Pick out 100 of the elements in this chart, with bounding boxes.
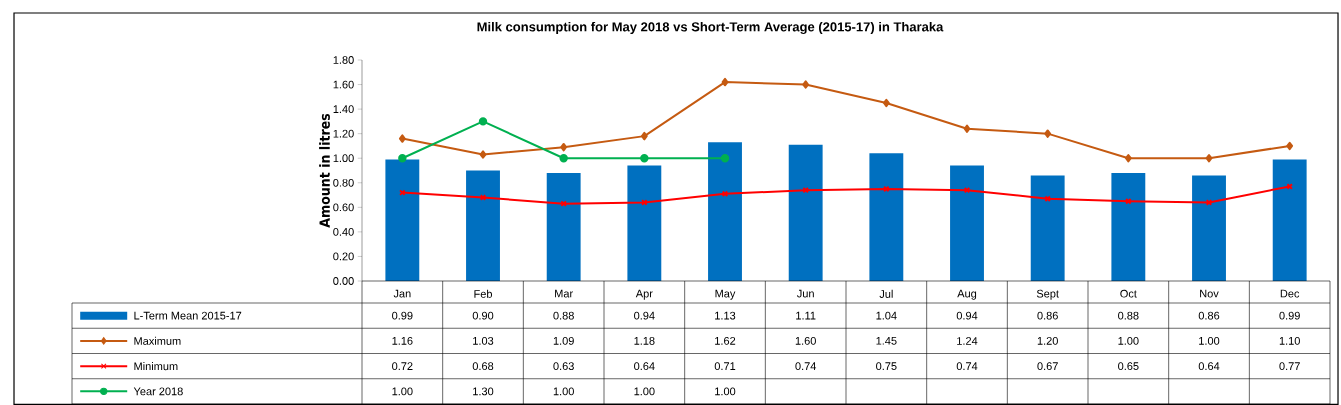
data-label: 0.72 xyxy=(392,362,413,371)
data-label: 0.64 xyxy=(634,362,655,371)
x-tick-label: Nov xyxy=(1200,289,1219,298)
x-tick-label: Mar xyxy=(555,289,573,298)
data-label: 0.88 xyxy=(553,311,574,320)
chart-title: Milk consumption for May 2018 vs Short-Term Average (2015-17) in Tharaka xyxy=(477,21,944,35)
bar xyxy=(466,170,500,281)
data-label: 0.86 xyxy=(1037,311,1058,320)
y-tick-label: 0.00 xyxy=(333,277,354,285)
y-tick-label: 0.80 xyxy=(333,178,354,187)
data-label: 0.77 xyxy=(1279,362,1300,371)
data-label: 0.65 xyxy=(1118,362,1139,371)
data-label: 0.75 xyxy=(876,362,897,371)
data-label: 0.74 xyxy=(795,362,817,371)
point xyxy=(1124,154,1132,163)
bar xyxy=(869,153,904,281)
point xyxy=(720,154,730,163)
point xyxy=(398,154,407,163)
data-label: 0.68 xyxy=(472,362,494,371)
data-label: 1.00 xyxy=(1199,336,1220,345)
data-label: 0.99 xyxy=(392,311,413,320)
y-tick-label: 1.80 xyxy=(333,56,354,64)
bar xyxy=(1111,172,1146,281)
point xyxy=(1286,141,1294,151)
data-label: 0.94 xyxy=(634,311,655,320)
point xyxy=(721,190,729,198)
point xyxy=(721,77,729,87)
data-label: 0.71 xyxy=(714,362,736,371)
data-label: 1.00 xyxy=(715,387,736,396)
data-label: 1.30 xyxy=(473,387,494,396)
point xyxy=(1044,129,1052,138)
data-label: 1.18 xyxy=(634,336,655,345)
x-tick-label: Aug xyxy=(957,289,977,300)
point xyxy=(963,124,971,133)
legend-label: L-Term Mean 2015-17 xyxy=(134,311,242,320)
x-tick-label: Jul xyxy=(879,289,893,298)
point xyxy=(478,117,488,126)
y-tick-label: 1.20 xyxy=(333,129,354,138)
bar xyxy=(788,144,823,281)
data-label: 0.94 xyxy=(956,311,978,320)
x-tick-label: Jan xyxy=(393,289,411,298)
data-label: 0.99 xyxy=(1279,311,1300,320)
data-label: 0.74 xyxy=(956,362,978,371)
data-label: 1.45 xyxy=(876,337,897,345)
data-label: 1.16 xyxy=(392,336,413,345)
bar xyxy=(546,172,581,281)
point xyxy=(398,134,406,143)
data-label: 1.24 xyxy=(957,337,978,345)
data-label: 1.00 xyxy=(392,387,413,396)
data-label: 1.00 xyxy=(1118,336,1139,345)
y-axis-title: Amount in litres xyxy=(319,113,330,228)
data-label: 0.88 xyxy=(1118,311,1139,320)
bar xyxy=(1192,175,1226,281)
data-label: 1.13 xyxy=(715,311,736,320)
x-tick-label: Oct xyxy=(1120,289,1137,298)
data-label: 0.90 xyxy=(472,311,494,320)
point xyxy=(559,154,568,163)
data-label: 1.00 xyxy=(634,387,655,396)
x-tick-label: Feb xyxy=(474,289,493,298)
y-tick-label: 0.40 xyxy=(333,228,354,236)
point xyxy=(1205,154,1213,163)
data-label: 1.03 xyxy=(473,336,494,345)
point xyxy=(640,154,649,163)
data-label: 1.20 xyxy=(1037,336,1058,345)
data-label: 0.67 xyxy=(1037,362,1058,371)
x-tick-label: Apr xyxy=(635,289,653,300)
bar xyxy=(1030,175,1065,281)
point xyxy=(640,131,648,141)
y-tick-label: 0.60 xyxy=(333,203,354,212)
legend-label: Maximum xyxy=(134,336,181,345)
legend-label: Minimum xyxy=(134,362,178,371)
y-tick-label: 0.20 xyxy=(333,252,354,261)
data-label: 1.62 xyxy=(715,336,736,345)
data-label: 1.11 xyxy=(796,311,816,320)
x-tick-label: May xyxy=(715,289,736,300)
data-label: 1.04 xyxy=(876,311,897,320)
bar xyxy=(708,142,742,281)
bar xyxy=(385,159,420,281)
y-tick-label: 1.60 xyxy=(333,80,354,89)
legend-label: Year 2018 xyxy=(133,387,183,396)
y-tick-label: 1.00 xyxy=(333,154,354,163)
x-tick-label: Jun xyxy=(796,289,814,298)
data-label: 0.63 xyxy=(553,362,574,371)
point xyxy=(963,186,971,194)
data-label: 0.86 xyxy=(1198,311,1220,320)
point xyxy=(882,98,890,108)
x-tick-label: Sept xyxy=(1036,289,1059,300)
bar xyxy=(950,165,984,281)
data-label: 1.09 xyxy=(553,336,574,345)
point xyxy=(479,150,487,159)
data-label: 1.60 xyxy=(795,336,816,345)
bar xyxy=(627,165,662,281)
point xyxy=(802,80,810,89)
bar xyxy=(1272,159,1307,281)
x-tick-label: Dec xyxy=(1280,289,1300,298)
data-label: 0.64 xyxy=(1198,362,1220,371)
data-label: 1.10 xyxy=(1279,336,1300,345)
y-tick-label: 1.40 xyxy=(333,105,354,114)
data-label: 1.00 xyxy=(553,387,574,396)
point xyxy=(560,142,568,152)
